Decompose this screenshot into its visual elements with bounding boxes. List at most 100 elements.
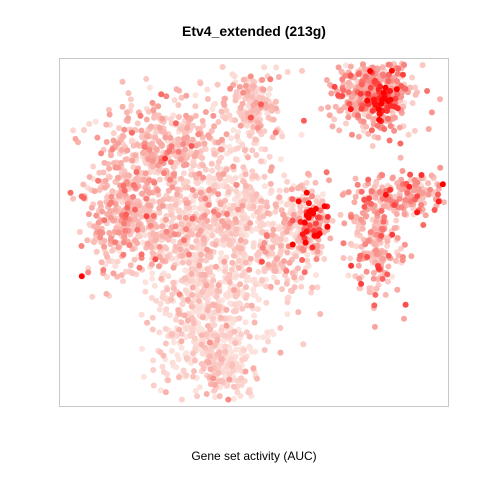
scatter-point	[362, 241, 369, 248]
scatter-point	[247, 345, 254, 352]
scatter-point	[376, 111, 383, 117]
scatter-point	[257, 204, 264, 211]
scatter-point	[281, 172, 288, 179]
scatter-point	[201, 140, 208, 147]
scatter-point	[250, 286, 257, 293]
scatter-point	[408, 253, 415, 260]
scatter-point	[369, 143, 376, 149]
scatter-point	[103, 290, 110, 297]
scatter-point	[150, 382, 157, 389]
scatter-point	[178, 94, 185, 101]
scatter-point	[270, 262, 277, 269]
scatter-point	[396, 195, 403, 202]
scatter-point	[122, 227, 129, 234]
scatter-point	[206, 173, 213, 180]
scatter-point	[119, 78, 126, 85]
scatter-point	[306, 208, 313, 215]
scatter-point	[396, 124, 403, 131]
scatter-point	[395, 65, 402, 72]
scatter-point	[195, 125, 202, 132]
scatter-point	[347, 240, 354, 247]
scatter-point	[132, 206, 138, 213]
scatter-point	[100, 169, 107, 176]
scatter-point	[380, 255, 387, 262]
scatter-point	[347, 255, 354, 262]
scatter-point	[391, 127, 398, 134]
scatter-point	[399, 254, 406, 260]
scatter-point	[182, 146, 189, 153]
scatter-point	[409, 100, 416, 106]
scatter-point	[340, 87, 347, 94]
scatter-point	[143, 213, 150, 220]
scatter-point	[95, 219, 102, 226]
scatter-point	[107, 208, 114, 214]
scatter-point	[384, 242, 391, 249]
scatter-point	[266, 153, 273, 160]
scatter-point	[153, 146, 160, 153]
scatter-point	[179, 252, 186, 259]
scatter-point	[78, 273, 85, 280]
scatter-point	[178, 319, 185, 326]
scatter-point	[249, 168, 256, 175]
scatter-point	[67, 189, 74, 196]
scatter-point	[368, 200, 375, 207]
scatter-point	[91, 188, 98, 195]
scatter-point	[155, 103, 162, 110]
scatter-point	[347, 72, 354, 79]
scatter-point	[259, 228, 266, 235]
scatter-point	[277, 236, 284, 243]
scatter-point	[156, 253, 163, 260]
scatter-point	[143, 76, 150, 82]
scatter-point	[355, 133, 362, 140]
scatter-point	[297, 208, 304, 215]
scatter-point	[363, 213, 369, 220]
scatter-point	[313, 272, 319, 278]
scatter-point	[196, 170, 203, 177]
scatter-point	[284, 69, 291, 75]
scatter-point	[156, 329, 163, 336]
scatter-point	[378, 207, 385, 214]
scatter-point	[233, 181, 240, 188]
scatter-point	[236, 257, 242, 264]
scatter-point	[219, 218, 225, 225]
scatter-point	[189, 244, 196, 251]
scatter-point	[243, 284, 249, 291]
scatter-point	[191, 368, 197, 375]
scatter-point	[354, 112, 361, 119]
scatter-point	[191, 357, 198, 364]
scatter-point	[295, 198, 302, 205]
scatter-point	[260, 334, 267, 341]
scatter-point	[422, 212, 429, 219]
scatter-point	[427, 186, 434, 193]
scatter-point	[285, 294, 292, 301]
scatter-point	[188, 271, 195, 278]
scatter-point	[144, 319, 151, 326]
scatter-point	[249, 147, 256, 154]
scatter-point	[206, 224, 213, 231]
scatter-point	[412, 91, 419, 98]
scatter-point	[206, 186, 213, 193]
scatter-point	[162, 134, 169, 141]
scatter-point	[170, 164, 177, 171]
scatter-point	[172, 223, 179, 230]
scatter-point	[373, 247, 380, 254]
scatter-point	[70, 195, 77, 202]
scatter-point	[103, 139, 110, 145]
scatter-point	[352, 175, 359, 182]
scatter-point	[125, 115, 132, 122]
scatter-point	[191, 335, 198, 342]
scatter-point	[203, 229, 210, 236]
scatter-point	[261, 240, 268, 246]
scatter-point	[156, 306, 163, 313]
scatter-point	[142, 288, 149, 295]
scatter-point	[142, 232, 148, 239]
scatter-point	[346, 100, 353, 107]
scatter-point	[124, 204, 131, 211]
chart-title: Etv4_extended (213g)	[182, 23, 326, 39]
scatter-point	[394, 70, 401, 77]
scatter-point	[199, 350, 206, 357]
scatter-point	[197, 148, 204, 155]
scatter-point	[243, 182, 249, 189]
scatter-point	[265, 114, 272, 121]
scatter-point	[250, 243, 257, 250]
